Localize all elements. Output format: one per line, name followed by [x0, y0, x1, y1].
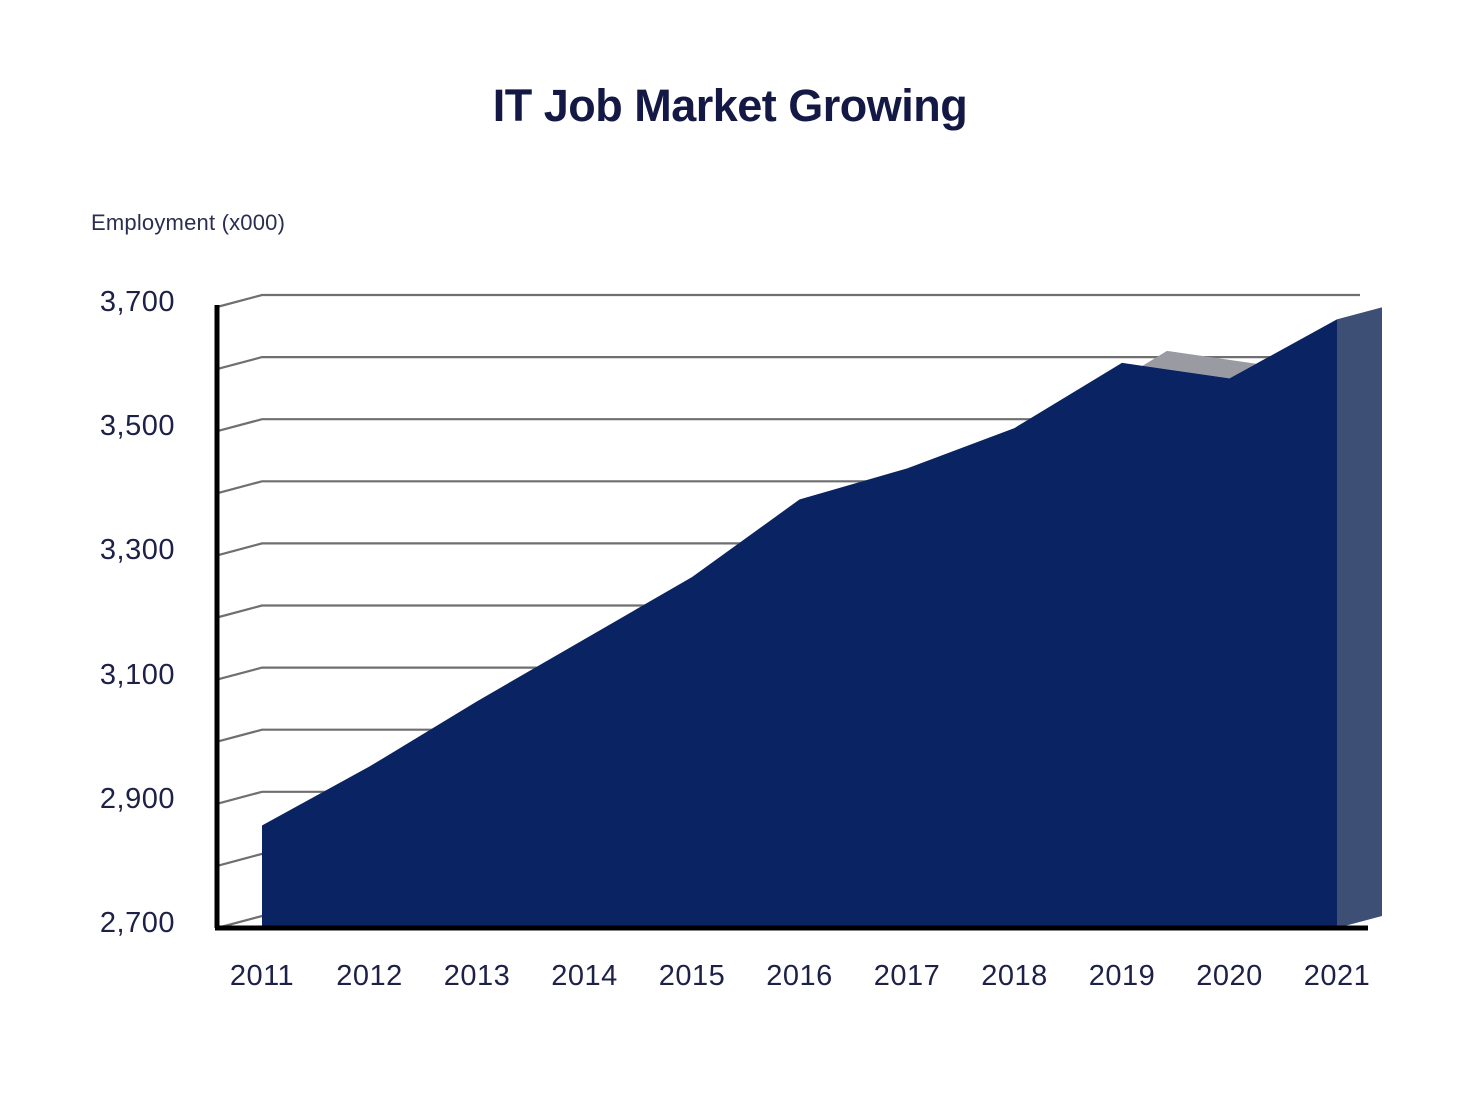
area-side-face	[1337, 307, 1382, 928]
y-axis-tick-label: 3,700	[99, 286, 175, 318]
y-axis-tick-label: 2,900	[99, 782, 175, 815]
area-front-face	[262, 319, 1337, 928]
y-axis-label: Employment (x000)	[91, 210, 286, 235]
x-axis-tick-label: 2013	[443, 960, 511, 992]
x-axis-tick-label: 2016	[766, 960, 833, 992]
page-title: IT Job Market Growing	[492, 80, 968, 131]
x-axis-tick-label: 2018	[981, 960, 1048, 992]
x-axis-tick-label: 2012	[336, 960, 403, 992]
y-axis-tick-label: 3,300	[99, 534, 175, 567]
gridline	[216, 356, 1360, 371]
x-axis-tick-label: 2015	[658, 960, 726, 992]
x-axis-tick-label: 2021	[1303, 960, 1371, 992]
y-axis-tick-label: 3,100	[99, 658, 175, 691]
x-axis-tick-label: 2017	[873, 960, 941, 992]
axis-lines	[214, 305, 1368, 931]
x-axis-tick-label: 2020	[1196, 960, 1263, 992]
x-axis-tick-label: 2011	[229, 960, 295, 992]
gridline	[216, 293, 1360, 309]
y-axis-tick-label: 3,500	[99, 410, 175, 443]
y-axis-tick-label: 2,700	[99, 907, 175, 939]
area-series	[262, 307, 1382, 928]
x-axis-tick-label: 2019	[1088, 960, 1156, 992]
x-axis-tick-label: 2014	[551, 960, 618, 992]
gridline	[216, 418, 1360, 433]
